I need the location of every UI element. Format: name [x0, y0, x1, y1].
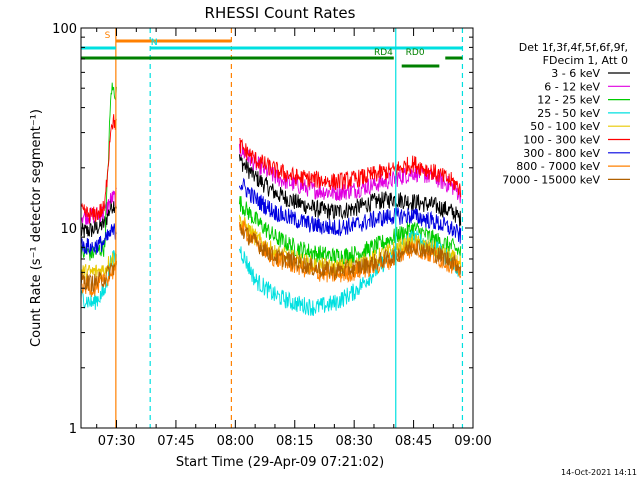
series-line-2-1: [238, 196, 462, 265]
marker-layer: [115, 28, 464, 428]
y-tick-label-0: 1: [69, 422, 77, 437]
plot-frame: [80, 27, 474, 429]
flag-label-0: S: [105, 31, 111, 41]
flag-label-2: N: [151, 38, 158, 48]
y-tick-label-1: 10: [60, 222, 77, 237]
series-line-3-0: [80, 249, 117, 310]
x-tick-label-2: 08:00: [217, 434, 254, 449]
series-line-5-1: [239, 138, 462, 198]
legend-label-6: 300 - 800 keV: [523, 147, 600, 160]
legend-label-7: 800 - 7000 keV: [516, 160, 600, 173]
series-line-0-0: [80, 197, 117, 238]
series-line-8-0: [80, 260, 117, 292]
x-tick-label-0: 07:30: [98, 434, 135, 449]
series-line-6-1: [238, 177, 462, 244]
legend-label-5: 100 - 300 keV: [523, 134, 600, 147]
x-tick-label-1: 07:45: [157, 434, 194, 449]
series-line-8-1: [239, 224, 462, 280]
legend-label-0: 3 - 6 keV: [551, 67, 600, 80]
flag-label-5: RD0: [406, 48, 425, 58]
legend-label-8: 7000 - 15000 keV: [502, 173, 600, 186]
series-line-5-0: [80, 114, 117, 224]
series-line-1-0: [80, 187, 117, 226]
footer-timestamp: 14-Oct-2021 14:11: [561, 468, 637, 477]
legend-header-0: Det 1f,3f,4f,5f,6f,9f,: [519, 41, 628, 54]
x-tick-label-5: 08:45: [395, 434, 432, 449]
x-axis-label: Start Time (29-Apr-09 07:21:02): [176, 455, 384, 470]
chart-title: RHESSI Count Rates: [205, 4, 356, 22]
flag-label-1: N: [151, 38, 158, 48]
flag-label-4: RD4: [374, 48, 393, 58]
legend-label-4: 50 - 100 keV: [530, 120, 600, 133]
x-tick-label-6: 09:00: [454, 434, 491, 449]
x-tick-label-4: 08:30: [335, 434, 372, 449]
legend-label-3: 25 - 50 keV: [537, 107, 600, 120]
legend-label-2: 12 - 25 keV: [537, 94, 600, 107]
data-layer: [80, 82, 462, 316]
y-axis-label: Count Rate (s⁻¹ detector segment⁻¹): [29, 109, 44, 347]
x-tick-label-3: 08:15: [276, 434, 313, 449]
y-tick-label-2: 100: [52, 22, 77, 37]
legend: Det 1f,3f,4f,5f,6f,9f,FDecim 1, Att 03 -…: [502, 41, 630, 186]
series-line-0-1: [238, 154, 462, 227]
series-line-6-0: [80, 223, 117, 256]
axis-layer: 07:30 07:45 08:00 08:15 08:30 08:45 09:00 1 10 10…: [52, 22, 492, 449]
legend-header-1: FDecim 1, Att 0: [543, 54, 628, 67]
legend-label-1: 6 - 12 keV: [544, 80, 600, 93]
